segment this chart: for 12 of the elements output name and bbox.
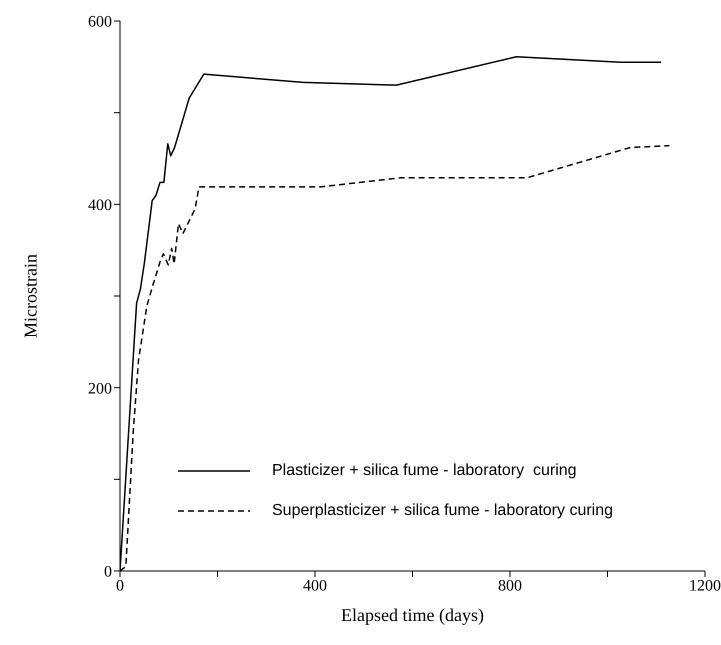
- y-tick-label: 600: [88, 14, 112, 31]
- y-tick-label: 0: [104, 564, 112, 581]
- x-tick-label: 800: [498, 577, 522, 594]
- y-axis-title: Microstrain: [20, 254, 40, 338]
- x-tick-label: 0: [116, 577, 124, 594]
- x-axis-title: Elapsed time (days): [341, 605, 484, 625]
- x-tick-label: 400: [303, 577, 327, 594]
- y-tick-label: 200: [88, 380, 112, 398]
- legend-label: Superplasticizer + silica fume - laboratory curing: [272, 502, 614, 520]
- legend-label: Plasticizer + silica fume - laboratory curing: [272, 462, 577, 480]
- x-tick-label: 1200: [689, 577, 721, 594]
- y-tick-label: 400: [88, 197, 112, 214]
